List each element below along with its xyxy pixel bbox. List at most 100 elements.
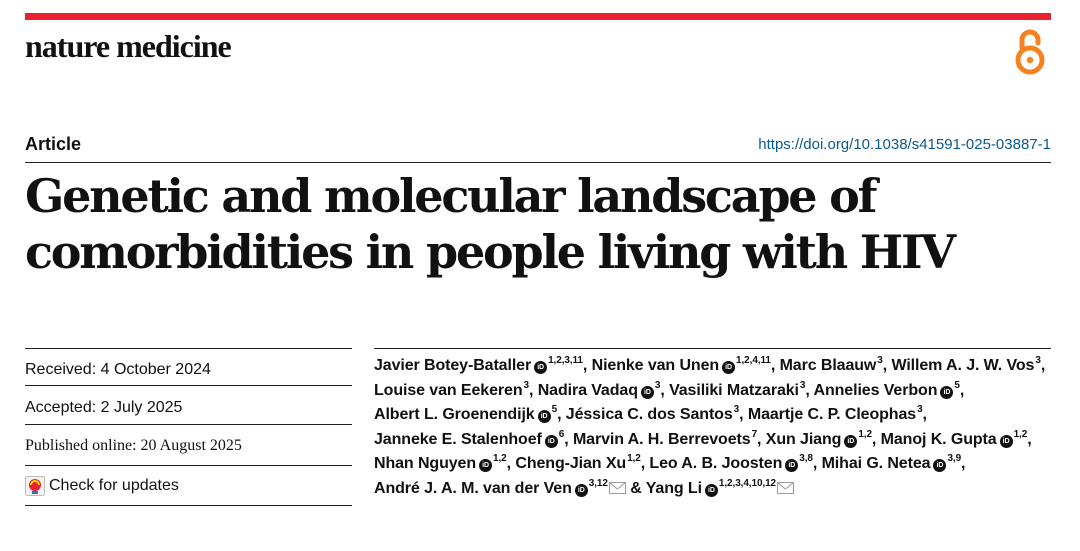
separator: , (582, 357, 588, 374)
affiliation-numbers: 5 (954, 379, 960, 391)
author-name[interactable]: Marvin A. H. Berrevoets (572, 430, 751, 448)
affiliation-numbers: 3,12 (588, 477, 608, 489)
email-icon[interactable] (777, 481, 795, 494)
author[interactable]: Willem A. J. W. Vos3, (891, 355, 1046, 375)
divider (25, 424, 352, 425)
accepted-date: Accepted: 2 July 2025 (25, 399, 183, 416)
divider (25, 505, 352, 506)
open-access-icon (1015, 29, 1045, 75)
author[interactable]: Maartje C. P. Cleophas3, (747, 404, 927, 424)
author-name[interactable]: Nhan Nguyen (374, 455, 477, 473)
author[interactable]: Louise van Eekeren3, (374, 379, 534, 399)
author-name[interactable]: Jéssica C. dos Santos (565, 406, 733, 424)
affiliation-numbers: 3,9 (947, 453, 962, 465)
author[interactable]: Yang Li iD1,2,3,4,10,12 (645, 477, 795, 497)
separator: , (557, 406, 562, 424)
author[interactable]: Javier Botey-Bataller iD1,2,3,11, (374, 355, 588, 374)
affiliation-numbers: 3 (523, 379, 530, 391)
author[interactable]: Cheng-Jian Xu1,2, (515, 454, 646, 473)
check-for-updates-link[interactable]: Check for updates (25, 476, 179, 496)
orcid-icon[interactable]: iD (844, 434, 858, 448)
separator: , (882, 357, 888, 374)
author-name[interactable]: Xun Jiang (765, 430, 842, 448)
separator: , (1040, 357, 1046, 374)
divider (25, 385, 352, 386)
orcid-icon[interactable]: iD (534, 361, 548, 374)
author-name[interactable]: Janneke E. Stalenhoef (374, 430, 542, 448)
orcid-icon[interactable]: iD (785, 459, 799, 473)
author-name[interactable]: Manoj K. Gupta (880, 430, 997, 448)
author[interactable]: Nhan Nguyen iD1,2, (374, 453, 511, 473)
doi-link[interactable]: https://doi.org/10.1038/s41591-025-03887… (758, 136, 1051, 153)
author[interactable]: Albert L. Groenendijk iD5, (374, 404, 562, 424)
affiliation-numbers: 1,2 (858, 428, 872, 440)
journal-color-bar (25, 13, 1051, 20)
author-name[interactable]: Leo A. B. Joosten (649, 455, 783, 473)
author-name[interactable]: Willem A. J. W. Vos (891, 357, 1035, 374)
author[interactable]: Leo A. B. Joosten iD3,8, (649, 454, 817, 473)
email-icon[interactable] (608, 481, 626, 494)
separator: , (564, 430, 569, 448)
author[interactable]: Marvin A. H. Berrevoets7, (572, 429, 762, 448)
author[interactable]: Janneke E. Stalenhoef iD6, (374, 428, 569, 448)
orcid-icon[interactable]: iD (933, 459, 947, 473)
affiliation-numbers: 3 (733, 404, 740, 416)
separator: , (961, 455, 966, 473)
orcid-icon[interactable]: iD (722, 361, 736, 374)
check-for-updates-label: Check for updates (49, 477, 179, 494)
separator: , (528, 381, 534, 399)
author[interactable]: Annelies Verbon iD5, (813, 379, 965, 399)
affiliation-numbers: 6 (558, 428, 565, 440)
journal-logo[interactable]: nature medicine (25, 28, 232, 64)
article-title: Genetic and molecular landscape of comor… (25, 169, 956, 279)
affiliation-numbers: 5 (551, 404, 558, 416)
author[interactable]: Vasiliki Matzaraki3, (669, 380, 810, 399)
author-name[interactable]: Nadira Vadaq (537, 381, 638, 399)
author[interactable]: Nadira Vadaq iD3, (537, 379, 665, 399)
separator: , (757, 430, 762, 448)
orcid-icon[interactable]: iD (537, 410, 551, 424)
affiliation-numbers: 3 (654, 379, 661, 391)
orcid-icon[interactable]: iD (574, 483, 588, 497)
orcid-icon[interactable]: iD (999, 434, 1013, 448)
affiliation-numbers: 3 (917, 404, 923, 416)
author-name[interactable]: Marc Blaauw (779, 357, 877, 374)
author-name[interactable]: Annelies Verbon (813, 381, 938, 399)
separator: , (805, 381, 810, 399)
separator: , (640, 455, 646, 473)
author-name[interactable]: André J. A. M. van der Ven (374, 479, 572, 497)
orcid-icon[interactable]: iD (940, 385, 954, 399)
affiliation-numbers: 1,2,3,11 (548, 355, 583, 366)
author[interactable]: André J. A. M. van der Ven iD3,12 & (374, 477, 642, 497)
separator: , (959, 381, 965, 399)
divider (25, 348, 352, 349)
author-name[interactable]: Mihai G. Netea (821, 455, 931, 473)
check-for-updates-icon (25, 476, 45, 496)
author-name[interactable]: Cheng-Jian Xu (515, 455, 627, 473)
separator: , (660, 381, 665, 399)
received-date: Received: 4 October 2024 (25, 361, 211, 378)
divider (25, 162, 1051, 163)
separator: , (871, 430, 877, 448)
author[interactable]: Manoj K. Gupta iD1,2, (880, 429, 1032, 448)
orcid-icon[interactable]: iD (640, 385, 654, 399)
affiliation-numbers: 1,2,3,4,10,12 (718, 477, 777, 489)
orcid-icon[interactable]: iD (479, 459, 493, 473)
author-name[interactable]: Albert L. Groenendijk (374, 406, 535, 424)
author-name[interactable]: Maartje C. P. Cleophas (747, 406, 917, 424)
author[interactable]: Mihai G. Netea iD3,9, (821, 453, 966, 473)
author-name[interactable]: Nienke van Unen (591, 357, 720, 374)
author[interactable]: Jéssica C. dos Santos3, (565, 404, 744, 424)
affiliation-numbers: 1,2 (493, 453, 507, 465)
author-name[interactable]: Javier Botey-Bataller (374, 357, 532, 374)
separator: , (922, 406, 927, 424)
author[interactable]: Nienke van Unen iD1,2,4,11, (591, 356, 775, 374)
author[interactable]: Xun Jiang iD1,2, (765, 428, 877, 448)
author[interactable]: Marc Blaauw3, (779, 356, 888, 375)
author-name[interactable]: Yang Li (645, 479, 702, 497)
author-name[interactable]: Vasiliki Matzaraki (669, 381, 799, 399)
orcid-icon[interactable]: iD (544, 434, 558, 448)
author-name[interactable]: Louise van Eekeren (374, 381, 523, 399)
orcid-icon[interactable]: iD (704, 483, 718, 497)
affiliation-numbers: 3 (1035, 355, 1041, 366)
